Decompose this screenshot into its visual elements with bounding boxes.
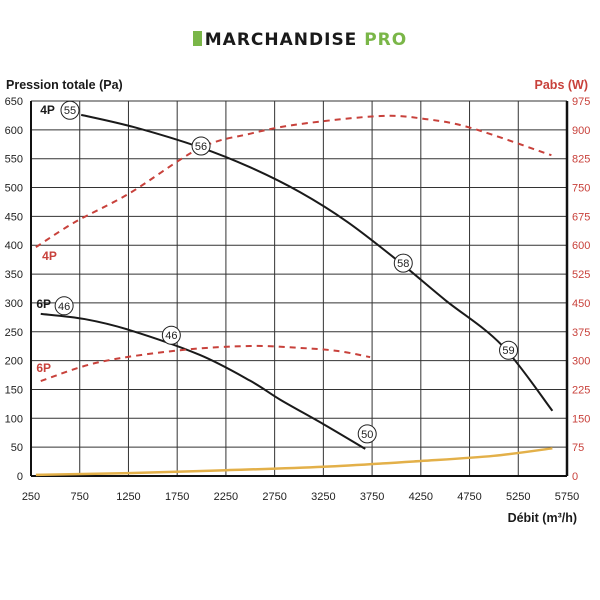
y-tick-label: 500: [5, 183, 23, 195]
y-tick-label: 150: [5, 384, 23, 396]
y2-tick-label: 375: [572, 327, 590, 339]
x-tick-label: 250: [22, 491, 40, 503]
noise-level-label: 55: [64, 105, 76, 117]
y-tick-label: 450: [5, 211, 23, 223]
y2-tick-label: 450: [572, 298, 590, 310]
y-tick-label: 0: [17, 471, 23, 483]
y2-tick-label: 0: [572, 471, 578, 483]
noise-level-circle: [499, 340, 519, 360]
noise-level-label: 56: [195, 141, 207, 153]
series-line-6p-power: [40, 344, 371, 382]
x-tick-label: 5250: [506, 491, 530, 503]
grid: [30, 100, 569, 477]
y-tick-label: 300: [5, 298, 23, 310]
series-layer: [35, 113, 554, 477]
noise-level-label: 58: [397, 258, 409, 270]
y-tick-label: 50: [11, 442, 23, 454]
logo-text-pro: PRO: [364, 30, 408, 50]
y2-tick-label: 825: [572, 154, 590, 166]
y2-tick-label: 900: [572, 125, 590, 137]
x-tick-label: 5750: [555, 491, 579, 503]
x-tick-label: 2250: [214, 491, 238, 503]
noise-level-label: 50: [361, 429, 373, 441]
series-label: 4P: [40, 103, 55, 117]
y2-tick-label: 225: [572, 384, 590, 396]
x-tick-label: 1250: [116, 491, 140, 503]
y2-tick-label: 750: [572, 183, 590, 195]
noise-level-circle: [60, 100, 80, 120]
series-line-4p-power: [35, 114, 552, 248]
noise-level-circle: [191, 136, 211, 156]
series-label: 6P: [36, 297, 51, 311]
y-tick-label: 250: [5, 327, 23, 339]
x-tick-label: 750: [71, 491, 89, 503]
x-tick-label: 3750: [360, 491, 384, 503]
noise-level-circle: [54, 296, 74, 316]
x-tick-label: 1750: [165, 491, 189, 503]
y2-tick-label: 150: [572, 413, 590, 425]
series-label: 6P: [36, 361, 51, 375]
y-tick-label: 100: [5, 413, 23, 425]
y2-tick-label: 300: [572, 356, 590, 368]
annotations-layer: 4P 4P 6P 6P 55 56 58 59 46 46 50: [36, 100, 519, 444]
y-tick-label: 200: [5, 356, 23, 368]
logo: MARCHANDISE PRO: [0, 30, 600, 50]
logo-mark-icon: [192, 31, 202, 46]
noise-level-circle: [357, 424, 377, 444]
x-axis-title: Débit (m³/h): [508, 511, 577, 525]
y-tick-label: 550: [5, 154, 23, 166]
y2-tick-label: 75: [572, 442, 584, 454]
y2-axis-title: Pabs (W): [535, 78, 588, 92]
noise-level-label: 59: [502, 345, 514, 357]
y-tick-label: 600: [5, 125, 23, 137]
noise-level-label: 46: [165, 330, 177, 342]
series-line-4p-pressure: [80, 113, 554, 412]
series-line-curve-3: [35, 447, 553, 477]
y2-tick-label: 975: [572, 96, 590, 108]
ticks-layer: 250 750 1250 1750 2250 2750 3250 3750 4250 4750 52…: [5, 96, 591, 503]
y-tick-label: 650: [5, 96, 23, 108]
x-tick-label: 3250: [311, 491, 335, 503]
logo-text-main: MARCHANDISE: [204, 30, 358, 50]
y2-tick-label: 525: [572, 269, 590, 281]
noise-level-circle: [161, 325, 181, 345]
y-tick-label: 400: [5, 240, 23, 252]
y2-tick-label: 600: [572, 240, 590, 252]
x-tick-label: 4750: [457, 491, 481, 503]
noise-level-label: 46: [58, 301, 70, 313]
x-tick-label: 2750: [262, 491, 286, 503]
y-axis-title: Pression totale (Pa): [6, 78, 123, 92]
y2-tick-label: 675: [572, 211, 590, 223]
series-label: 4P: [42, 249, 57, 263]
y-tick-label: 350: [5, 269, 23, 281]
noise-level-circle: [393, 253, 413, 273]
series-line-6p-pressure: [40, 312, 366, 450]
x-tick-label: 4250: [409, 491, 433, 503]
